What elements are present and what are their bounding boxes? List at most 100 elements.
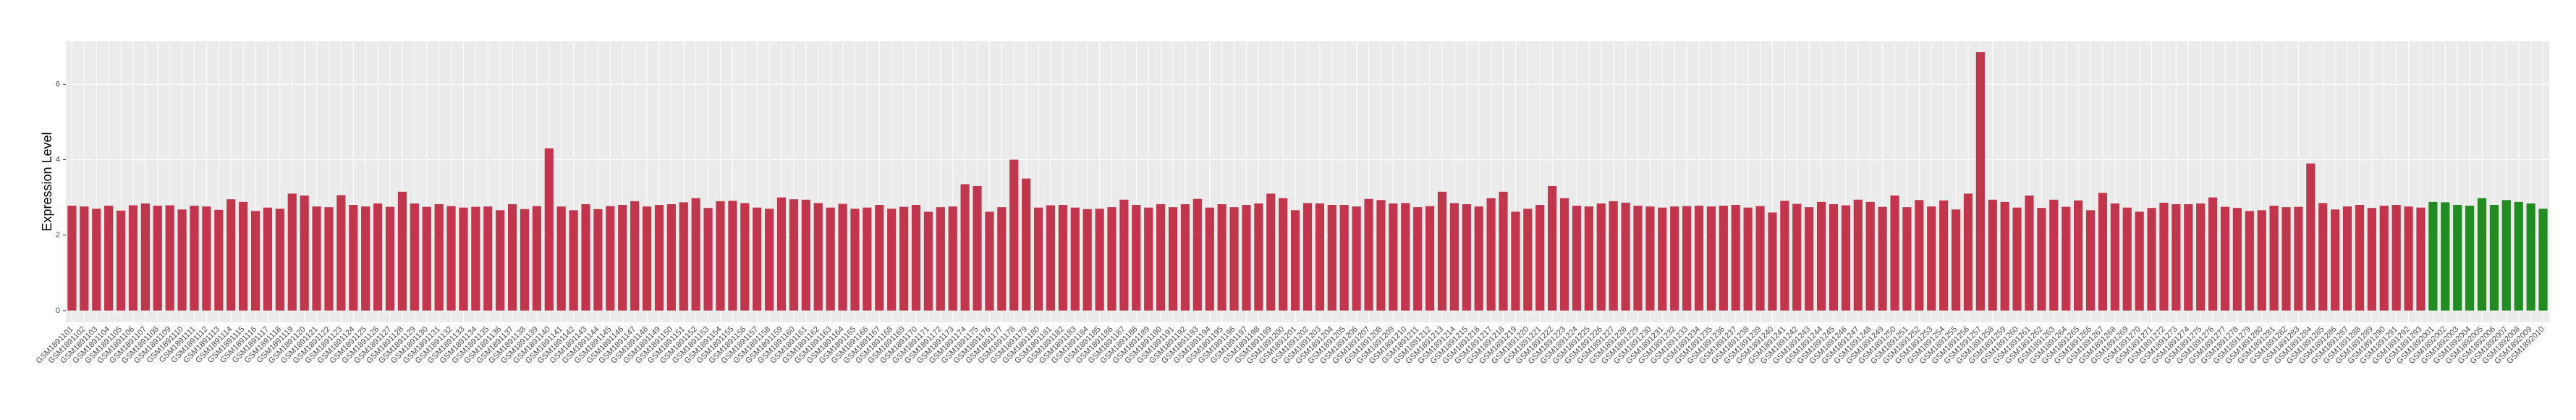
bar [1511,211,1520,311]
bar [1217,203,1226,311]
y-tick-label: 4 [56,155,60,164]
bar [2428,201,2438,311]
bar [1559,198,1569,311]
y-tick-label: 0 [56,306,60,315]
bar [630,201,640,311]
bar [2245,211,2254,311]
bar [446,206,456,311]
bar [691,198,700,311]
bar [1242,205,1251,311]
bar [1376,200,1386,311]
bar [2538,209,2548,311]
bar [776,197,787,311]
bar [1596,203,1606,311]
bar [2526,203,2535,311]
bar [1768,212,1777,311]
bar [1437,191,1447,311]
bar [1719,206,1728,311]
bar [2355,205,2365,311]
bar [765,209,774,311]
bar [1743,207,1753,311]
bar [2049,199,2059,311]
bar [1413,207,1423,311]
bar [2489,205,2499,311]
bar [2037,208,2046,311]
bar [801,199,810,311]
bar [1352,206,1361,311]
bar [593,209,603,311]
bar [140,203,150,311]
bar [985,211,994,311]
bar [753,207,762,311]
bar [2110,203,2119,311]
bar [2441,202,2450,311]
bar [2122,207,2132,311]
bar [385,206,395,311]
bar [422,206,431,311]
bar [1939,200,1949,311]
y-tick-label: 2 [56,231,60,240]
bar [202,206,211,311]
bar [1205,207,1214,311]
bar [2012,207,2022,311]
bar [1339,205,1349,311]
bar [1192,198,1202,311]
bar [1805,207,1814,311]
bar [471,206,480,311]
bar [67,206,77,311]
bar [2172,203,2181,311]
bar [373,203,383,311]
bar [2074,200,2083,311]
bar [826,207,835,311]
bar [250,211,260,311]
bar [300,196,309,311]
y-tick-label: 6 [56,80,60,88]
bar [2184,203,2193,311]
bar [1486,198,1496,311]
bar [1291,210,1300,311]
bar [1682,206,1692,311]
bar [1302,203,1313,311]
bar [728,201,737,311]
bar [556,206,566,311]
bar [960,184,970,311]
bar [716,201,725,311]
bar [1389,203,1398,311]
bar [2281,207,2291,311]
bar [1254,203,1263,311]
bar [2098,193,2108,311]
bar [1878,206,1887,311]
bar [214,209,224,311]
bar [936,207,945,311]
bar [1609,201,1618,311]
bar [1180,203,1190,311]
bar [618,205,627,311]
bar [1462,203,1471,311]
bar [1070,207,1080,311]
bar [654,205,664,311]
bar [850,209,860,311]
bar [1499,191,1508,311]
bar [2294,206,2303,311]
bar [190,206,199,311]
bar [569,210,578,311]
bar [226,199,236,311]
bar [532,206,541,311]
bar [239,201,248,311]
bar [2025,196,2034,311]
bar [2318,203,2328,311]
bar [1082,209,1092,311]
bar [740,203,750,311]
bar [263,207,273,311]
bar [1119,199,1129,311]
bar [1865,201,1875,311]
bar [496,210,505,311]
bar [1584,206,1593,311]
bar [813,203,823,311]
bar [1401,203,1410,311]
bar [1755,206,1765,311]
bar [1474,206,1483,311]
bar [1951,209,1961,311]
bar [1816,201,1826,311]
